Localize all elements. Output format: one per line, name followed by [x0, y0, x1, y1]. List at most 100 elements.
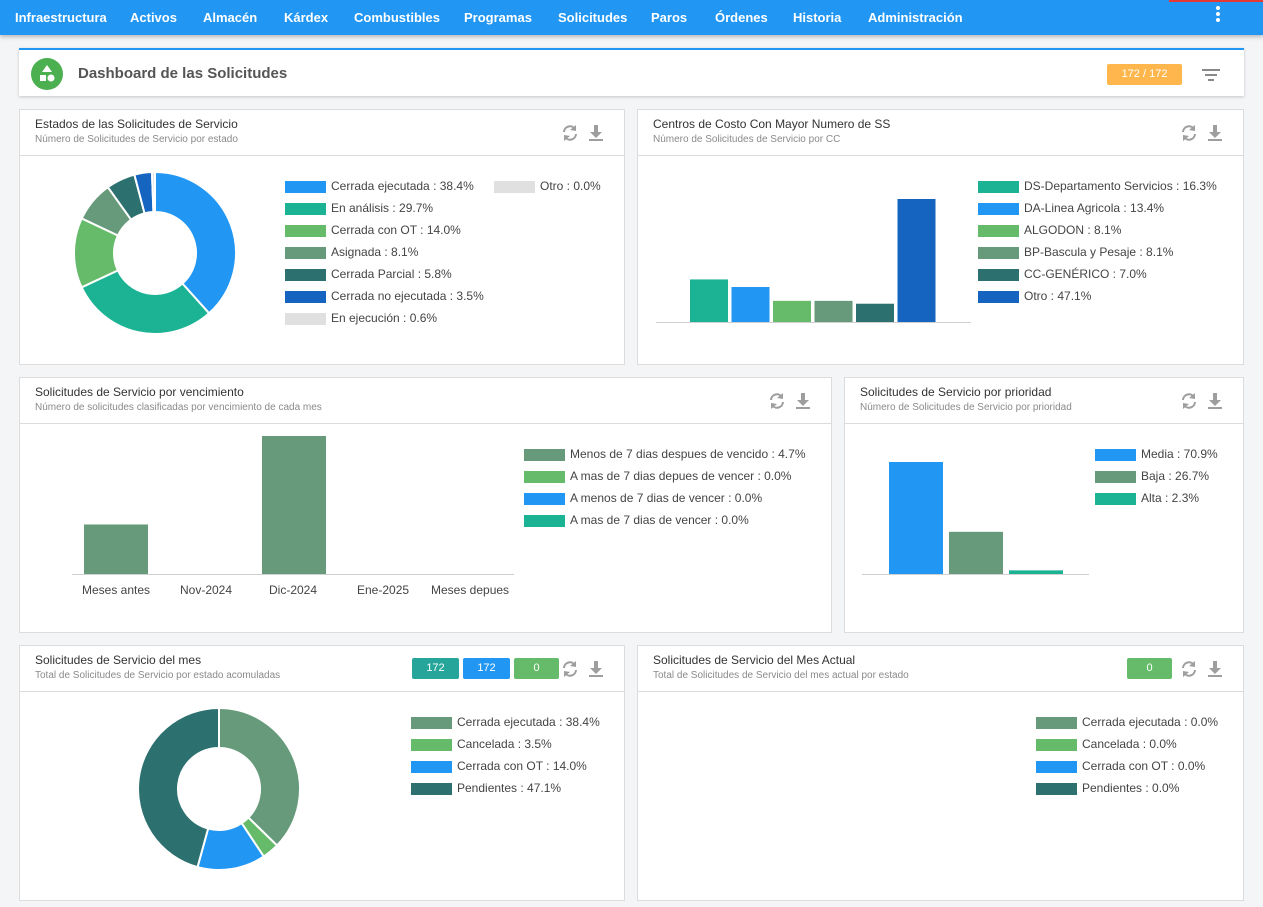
legend-swatch: [524, 493, 565, 505]
donut-slice-pendientes[interactable]: [137, 706, 220, 869]
legend-label: A mas de 7 dias de vencer : 0.0%: [570, 513, 749, 527]
panel-title: Solicitudes de Servicio por vencimiento: [35, 385, 244, 399]
legend-label: DS-Departamento Servicios : 16.3%: [1024, 179, 1217, 193]
nav-item-activos[interactable]: Activos: [130, 10, 177, 25]
legend-label: Cancelada : 0.0%: [1082, 737, 1177, 751]
panel-subtitle: Número de Solicitudes de Servicio por es…: [35, 134, 238, 145]
refresh-icon[interactable]: [1179, 391, 1199, 411]
bar-alta[interactable]: [1009, 570, 1063, 574]
legend-label: Cerrada Parcial : 5.8%: [331, 267, 452, 281]
bar-media[interactable]: [889, 462, 943, 574]
legend-label: Asignada : 8.1%: [331, 245, 419, 259]
panel-subtitle: Número de solicitudes clasificadas por v…: [35, 402, 322, 413]
bar-cc-gen-rico[interactable]: [856, 303, 894, 322]
nav-item-paros[interactable]: Paros: [651, 10, 688, 25]
legend-swatch: [285, 181, 326, 193]
legend-label: Cerrada ejecutada : 38.4%: [457, 715, 600, 729]
legend-label: Menos de 7 dias despues de vencido : 4.7…: [570, 447, 806, 461]
legend-label: CC-GENÉRICO : 7.0%: [1024, 267, 1147, 281]
legend-label: DA-Linea Agricola : 13.4%: [1024, 201, 1165, 215]
bar-da-linea-agricola[interactable]: [731, 287, 770, 322]
bar-meses-antes[interactable]: [84, 524, 148, 574]
nav-item-ordenes[interactable]: Órdenes: [715, 10, 768, 25]
nav-item-historia[interactable]: Historia: [793, 10, 842, 25]
legend-label: Media : 70.9%: [1141, 447, 1218, 461]
panel-title: Centros de Costo Con Mayor Numero de SS: [653, 117, 891, 131]
download-icon[interactable]: [1205, 123, 1225, 143]
nav-item-administracion[interactable]: Administración: [868, 10, 963, 25]
legend-swatch: [524, 515, 565, 527]
legend-label: Cerrada ejecutada : 0.0%: [1082, 715, 1219, 729]
filter-icon[interactable]: [1202, 69, 1220, 83]
nav-item-infraestructura[interactable]: Infraestructura: [15, 10, 107, 25]
count-badge: 172 / 172: [1107, 64, 1182, 85]
nav-item-almacen[interactable]: Almacén: [203, 10, 258, 25]
legend-swatch: [524, 449, 565, 461]
count-chip-pending: 0: [514, 658, 559, 679]
download-icon[interactable]: [793, 391, 813, 411]
page-title: Dashboard de las Solicitudes: [78, 65, 288, 82]
legend-label: Baja : 26.7%: [1141, 469, 1210, 483]
legend-swatch: [285, 313, 326, 325]
panel-title: Solicitudes de Servicio por prioridad: [860, 385, 1052, 399]
donut-chart-estados: [73, 170, 237, 335]
refresh-icon[interactable]: [767, 391, 787, 411]
donut-slice-en-ejecuci-n[interactable]: [150, 170, 156, 214]
legend-label: Cerrada con OT : 0.0%: [1082, 759, 1206, 773]
legend-label: Cerrada con OT : 14.0%: [331, 223, 461, 237]
more-vert-icon[interactable]: [1211, 6, 1225, 26]
legend-label: Cerrada ejecutada : 38.4%: [331, 179, 474, 193]
panel-title: Solicitudes de Servicio del Mes Actual: [653, 653, 856, 667]
bar-baja[interactable]: [949, 531, 1003, 574]
panel-subtitle: Número de Solicitudes de Servicio por CC: [653, 134, 841, 145]
legend-label: Pendientes : 47.1%: [457, 781, 562, 795]
legend-swatch: [978, 269, 1019, 281]
refresh-icon[interactable]: [560, 123, 580, 143]
download-icon[interactable]: [586, 123, 606, 143]
nav-item-solicitudes[interactable]: Solicitudes: [558, 10, 628, 25]
legend-label: Pendientes : 0.0%: [1082, 781, 1180, 795]
legend-label: Otro : 47.1%: [1024, 289, 1092, 303]
legend-swatch: [1036, 761, 1077, 773]
panel-title: Estados de las Solicitudes de Servicio: [35, 117, 238, 131]
legend-swatch: [411, 761, 452, 773]
refresh-icon[interactable]: [1179, 123, 1199, 143]
refresh-icon[interactable]: [1179, 659, 1199, 679]
panel-title: Solicitudes de Servicio del mes: [35, 653, 202, 667]
top-navbar: Infraestructura Activos Almacén Kárdex C…: [0, 0, 1263, 35]
download-icon[interactable]: [1205, 659, 1225, 679]
legend-swatch: [1095, 493, 1136, 505]
shapes-icon: [31, 58, 63, 90]
legend-label: En análisis : 29.7%: [331, 201, 434, 215]
legend-label: A menos de 7 dias de vencer : 0.0%: [570, 491, 763, 505]
top-accent-bar: [1169, 0, 1263, 2]
legend-swatch: [978, 247, 1019, 259]
nav-item-kardex[interactable]: Kárdex: [284, 10, 329, 25]
legend-swatch: [285, 247, 326, 259]
panel-mes: Solicitudes de Servicio del mes Total de…: [19, 645, 625, 901]
panel-subtitle: Número de Solicitudes de Servicio por pr…: [860, 402, 1072, 413]
panel-vencimiento: Solicitudes de Servicio por vencimiento …: [19, 377, 832, 633]
legend-label: En ejecución : 0.6%: [331, 311, 438, 325]
legend-label: Cerrada con OT : 14.0%: [457, 759, 587, 773]
legend-label: Otro : 0.0%: [540, 179, 601, 193]
legend-swatch: [1095, 471, 1136, 483]
refresh-icon[interactable]: [560, 659, 580, 679]
nav-item-combustibles[interactable]: Combustibles: [354, 10, 440, 25]
nav-item-programas[interactable]: Programas: [464, 10, 532, 25]
panel-centros: Centros de Costo Con Mayor Numero de SS …: [637, 109, 1244, 365]
bar-bp-bascula-y-pesaje[interactable]: [814, 300, 853, 322]
donut-slice-cerrada-ejecutada[interactable]: [218, 706, 301, 847]
bar-otro[interactable]: [897, 199, 936, 322]
download-icon[interactable]: [1205, 391, 1225, 411]
bar-dic-2024[interactable]: [262, 436, 326, 574]
legend-swatch: [494, 181, 535, 193]
bar-algodon[interactable]: [773, 300, 811, 322]
dashboard-header: Dashboard de las Solicitudes 172 / 172: [19, 48, 1244, 96]
bar-chart-vencimiento: [72, 436, 514, 575]
donut-slice-en-an-lisis[interactable]: [80, 269, 211, 335]
x-tick-label: Dic-2024: [269, 583, 318, 597]
bar-ds-departamento-servicios[interactable]: [690, 279, 728, 322]
donut-slice-cerrada-ejecutada[interactable]: [154, 170, 237, 315]
download-icon[interactable]: [586, 659, 606, 679]
